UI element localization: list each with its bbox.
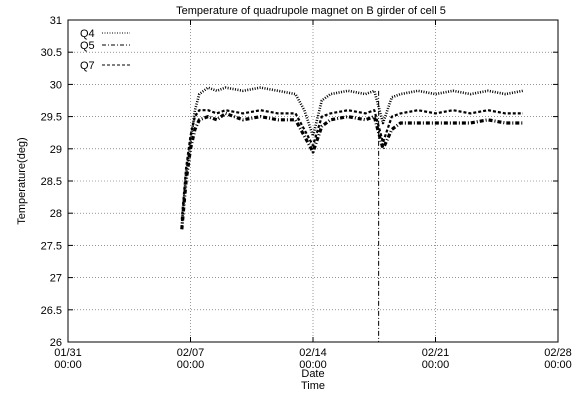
series-line-q4	[180, 86, 524, 227]
x-tick-label-time: 00:00	[299, 359, 327, 371]
x-axis: 01/3100:0002/0700:0002/1400:0002/2100:00…	[54, 20, 572, 371]
y-tick-label: 31	[50, 15, 62, 27]
y-tick-label: 26	[50, 337, 62, 349]
x-tick-label-time: 00:00	[177, 359, 205, 371]
chart-title: Temperature of quadrupole magnet on B gi…	[176, 5, 446, 17]
x-tick-label-date: 02/28	[544, 347, 572, 359]
x-tick-label-time: 00:00	[54, 359, 82, 371]
legend-label-q4: Q4	[80, 28, 95, 40]
x-tick-label-time: 00:00	[422, 359, 450, 371]
y-tick-label: 30.5	[41, 47, 62, 59]
legend-label-q5: Q5	[80, 40, 95, 52]
series-line-q7	[180, 109, 523, 220]
x-tick-label-date: 02/14	[299, 347, 327, 359]
series-layer	[180, 86, 524, 230]
x-axis-label: Date	[301, 368, 324, 380]
x-tick-label-date: 01/31	[54, 347, 82, 359]
y-axis: 26 26.5 27 27.5 28 28.5 29 29.5 30 30.5 31	[41, 15, 558, 349]
x-tick-label-time: 00:00	[544, 359, 572, 371]
y-tick-label: 26.5	[41, 305, 62, 317]
y-tick-label: 29.5	[41, 112, 62, 124]
grid-lines	[68, 20, 558, 342]
y-tick-label: 30	[50, 79, 62, 91]
legend-label-q7: Q7	[80, 60, 95, 72]
x-tick-label-date: 02/21	[422, 347, 450, 359]
x-tick-label-date: 02/07	[177, 347, 205, 359]
y-tick-label: 29	[50, 144, 62, 156]
y-tick-label: 27	[50, 273, 62, 285]
y-tick-label: 27.5	[41, 240, 62, 252]
x-axis-label-secondary: Time	[301, 380, 325, 392]
series-line-q5	[180, 111, 523, 230]
y-tick-label: 28.5	[41, 176, 62, 188]
y-axis-label: Temperature(deg)	[16, 137, 28, 224]
y-tick-label: 28	[50, 208, 62, 220]
